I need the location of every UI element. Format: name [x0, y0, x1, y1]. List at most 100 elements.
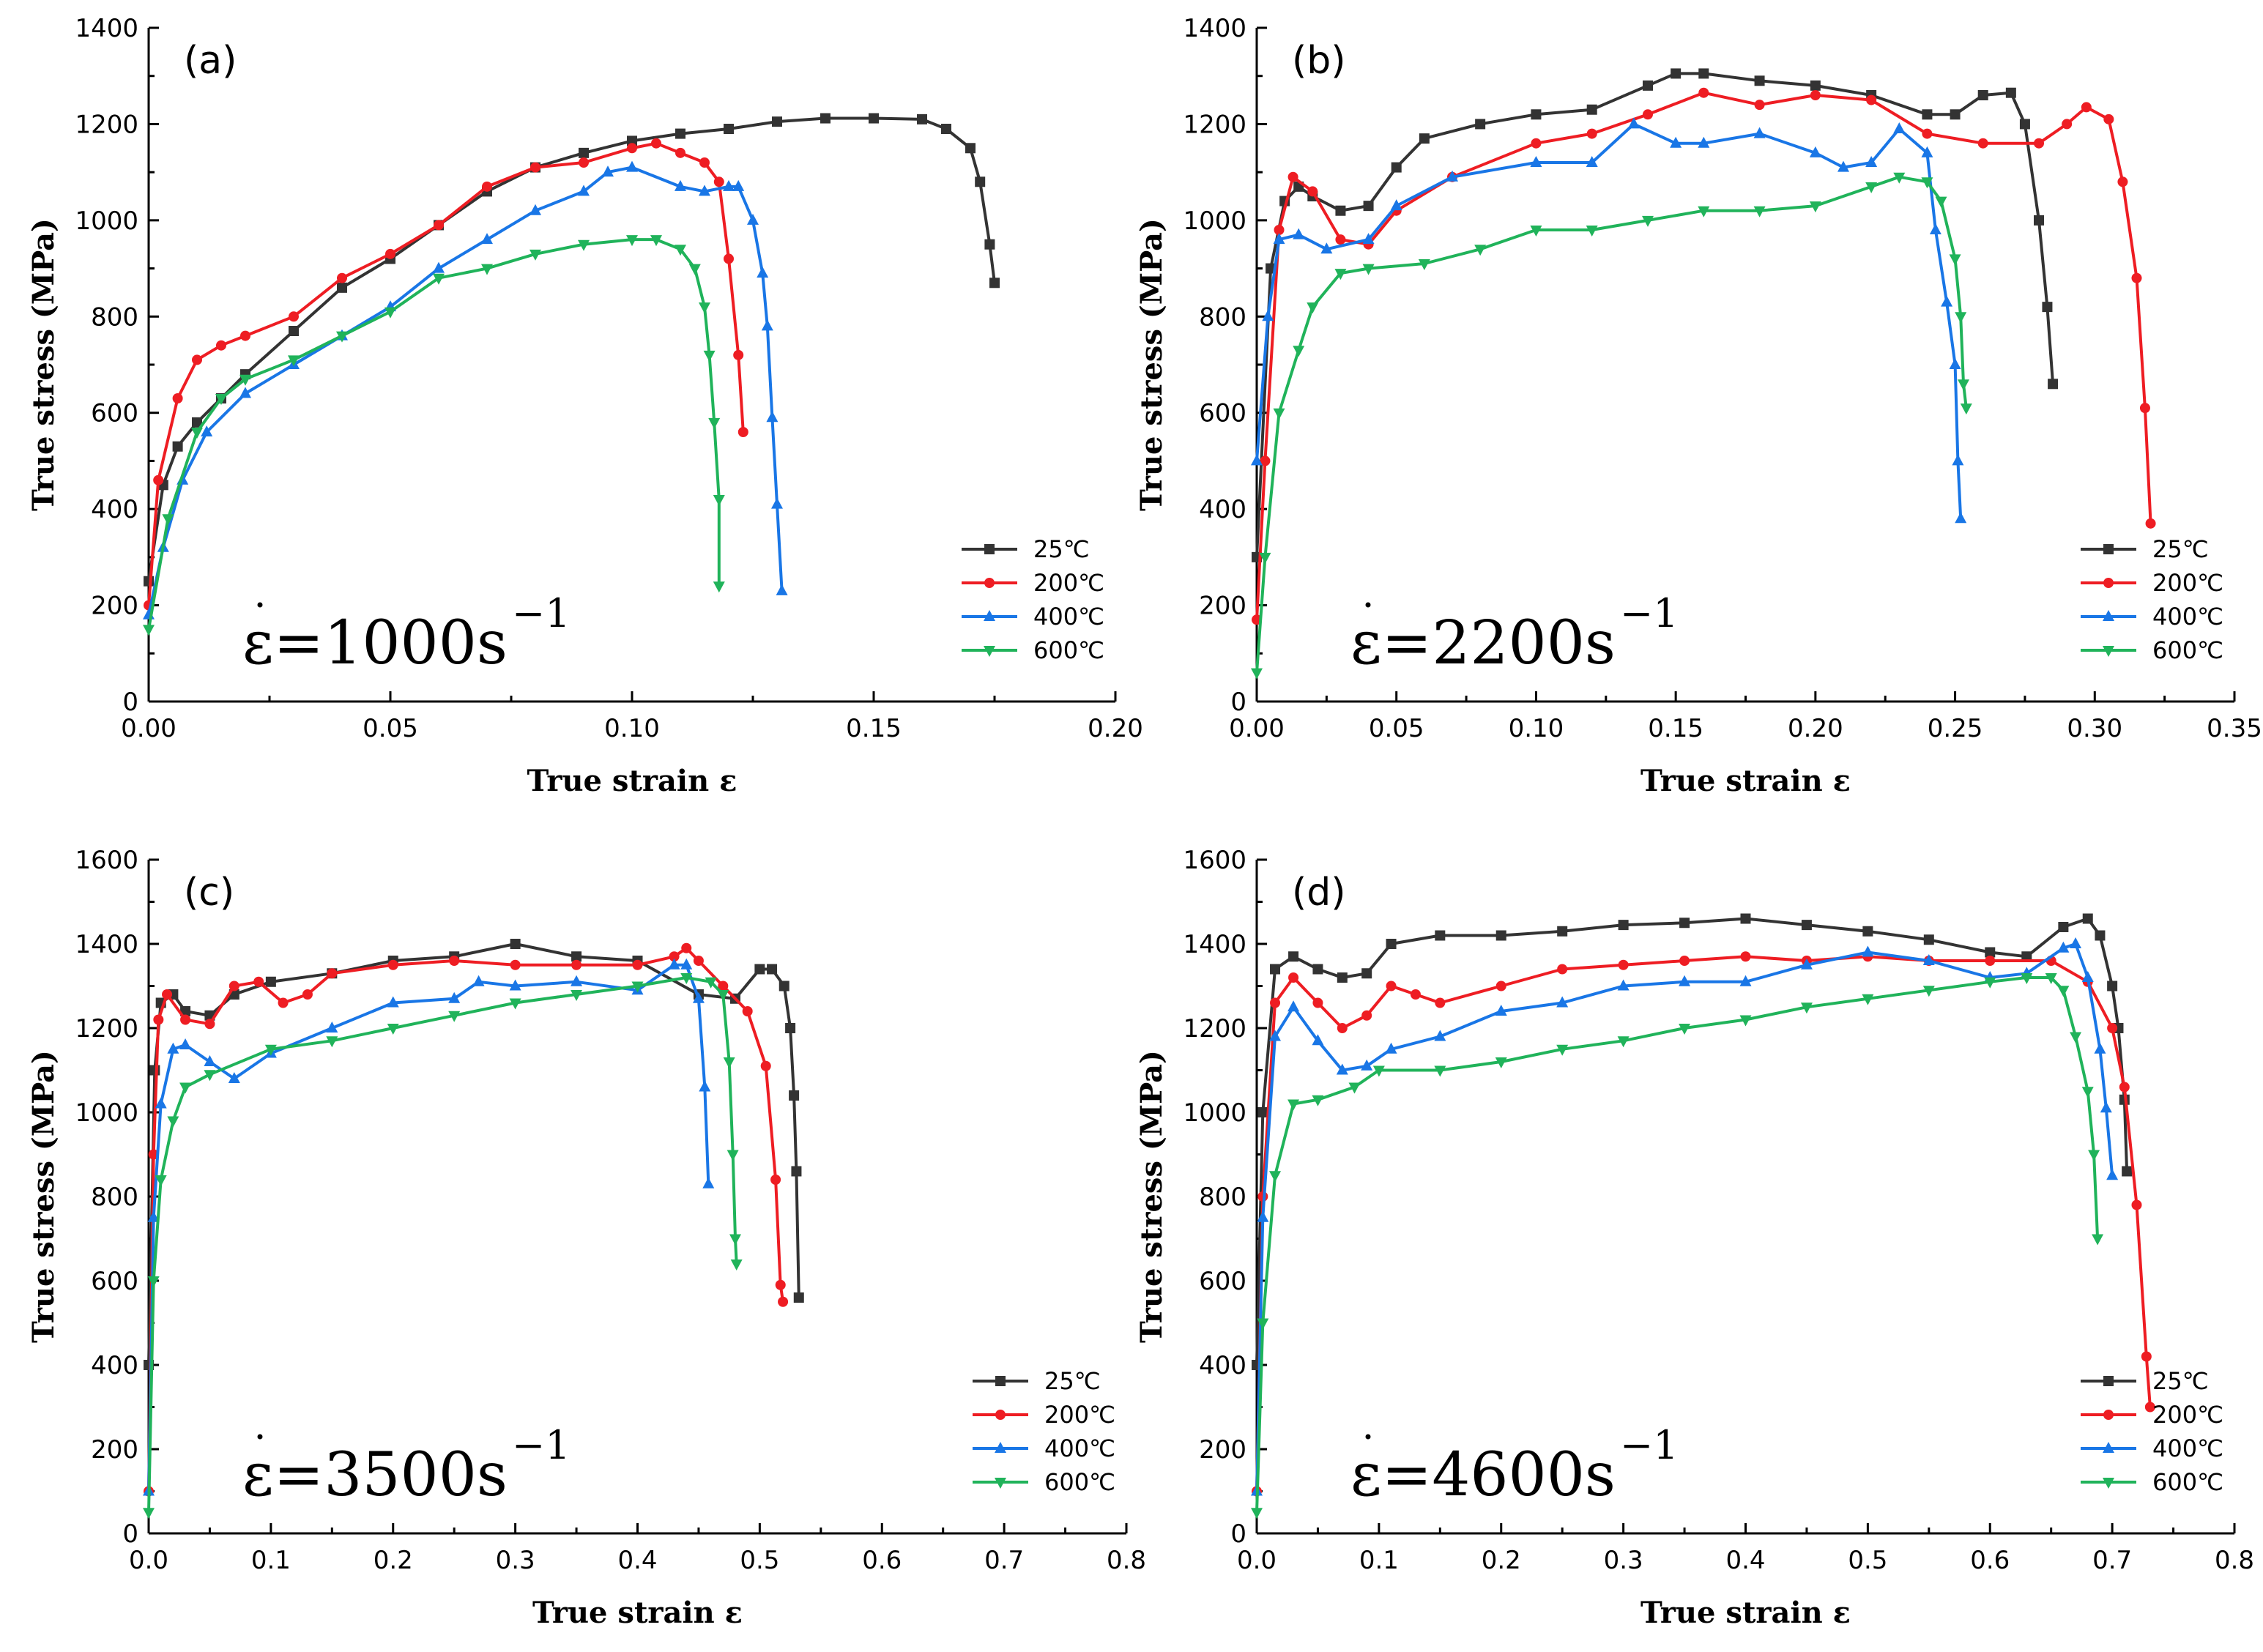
legend-item: 200℃: [2081, 1401, 2223, 1429]
legend-item: 25℃: [2081, 535, 2209, 563]
data-point: [1419, 133, 1430, 144]
data-point: [2082, 913, 2093, 924]
series-line: [1255, 955, 2152, 1492]
x-tick-label: 0.00: [121, 714, 176, 743]
legend-swatch-marker: [2103, 1478, 2114, 1489]
data-point: [1530, 156, 1542, 167]
y-tick-label: 1000: [1183, 1098, 1246, 1128]
data-point: [713, 176, 724, 187]
data-point: [1800, 958, 1813, 970]
legend-swatch-marker: [2103, 1442, 2114, 1453]
data-point: [481, 233, 493, 245]
data-point: [264, 1044, 277, 1056]
data-point: [1495, 981, 1506, 991]
panel-label: (a): [184, 39, 237, 83]
x-tick-label: 0.3: [1604, 1546, 1643, 1575]
strain-rate-exponent: −1: [512, 590, 571, 636]
legend-item: 200℃: [962, 569, 1104, 597]
data-point: [1495, 930, 1506, 941]
data-point: [1385, 1042, 1397, 1054]
data-point: [1923, 934, 1934, 945]
data-point: [699, 302, 710, 314]
data-point: [727, 1150, 739, 1161]
data-point: [1739, 1015, 1752, 1027]
y-axis-title: True stress (MPa): [1134, 1050, 1169, 1343]
data-point: [571, 959, 582, 970]
data-point: [2107, 981, 2118, 991]
data-point: [820, 113, 830, 124]
data-point: [2107, 1023, 2118, 1033]
data-point: [2062, 119, 2073, 130]
strain-rate-label: ε=2200s: [1350, 609, 1616, 678]
data-point: [989, 278, 1000, 289]
x-tick-label: 0.5: [1848, 1546, 1887, 1575]
data-point: [228, 981, 239, 991]
data-point: [162, 989, 173, 1000]
data-point: [770, 1175, 781, 1185]
data-point: [1740, 951, 1751, 962]
data-point: [530, 162, 540, 173]
data-point: [1837, 160, 1849, 172]
data-point: [2045, 973, 2057, 984]
data-point: [180, 1014, 191, 1025]
data-point: [1495, 1057, 1507, 1068]
data-point: [509, 998, 521, 1010]
data-point: [1259, 552, 1271, 564]
data-point: [650, 235, 662, 247]
legend-item: 600℃: [2081, 1468, 2223, 1496]
legend-label: 400℃: [1033, 603, 1104, 630]
series-line: [147, 238, 721, 630]
data-point: [1893, 172, 1906, 184]
data-point: [1922, 109, 1933, 120]
legend-label: 600℃: [1044, 1468, 1115, 1496]
y-tick-label: 600: [1199, 1267, 1246, 1296]
data-point: [289, 311, 299, 322]
data-point: [733, 349, 744, 360]
strain-rate-label: ε=3500s: [242, 1440, 508, 1510]
data-point: [793, 1292, 804, 1303]
strain-rate-label: ε=1000s: [242, 609, 508, 678]
series-400C: [1251, 117, 1967, 524]
series-line: [1255, 122, 1963, 519]
data-point: [579, 147, 589, 158]
data-point: [675, 147, 685, 158]
data-point: [1922, 986, 1935, 997]
data-point: [385, 248, 395, 259]
data-point: [1618, 959, 1629, 970]
data-point: [1679, 956, 1690, 966]
data-point: [775, 1279, 786, 1290]
data-point: [1362, 233, 1375, 245]
series-line: [147, 165, 784, 616]
data-point: [1941, 295, 1953, 307]
y-tick-label: 1000: [75, 206, 138, 236]
data-point: [2005, 87, 2016, 98]
data-point: [2081, 1087, 2094, 1098]
data-point: [1273, 233, 1285, 245]
data-point: [2081, 102, 2092, 113]
data-point: [699, 157, 710, 168]
x-tick-label: 0.5: [740, 1546, 779, 1575]
strain-rate-exponent: −1: [1620, 590, 1679, 636]
chart-panel-2: 0.0 0.1 0.2 0.3 0.4 0.5 0.6 0.7 0.8 0 200 400 600 800…: [26, 846, 1146, 1630]
data-point: [1287, 1099, 1300, 1111]
series-200C: [144, 942, 789, 1497]
chart-panel-0: 0.00 0.05 0.10 0.15 0.20 0 200 400 600 800 1000 120…: [26, 14, 1143, 798]
data-point: [143, 1508, 155, 1519]
data-point: [2092, 1234, 2104, 1246]
legend-swatch-marker: [984, 646, 995, 657]
legend-label: 600℃: [2152, 636, 2223, 664]
series-600C: [1251, 172, 1972, 680]
y-tick-label: 200: [1199, 592, 1246, 621]
data-point: [1922, 954, 1935, 965]
data-point: [680, 958, 693, 970]
data-point: [732, 179, 745, 191]
data-point: [433, 273, 445, 285]
data-point: [1361, 968, 1372, 979]
x-tick-label: 0.05: [363, 714, 418, 743]
data-point: [1287, 1000, 1300, 1012]
data-point: [201, 425, 213, 436]
data-point: [326, 1022, 338, 1032]
data-point: [2131, 272, 2142, 283]
series-200C: [1252, 87, 2156, 625]
legend-swatch-marker: [995, 1376, 1006, 1386]
